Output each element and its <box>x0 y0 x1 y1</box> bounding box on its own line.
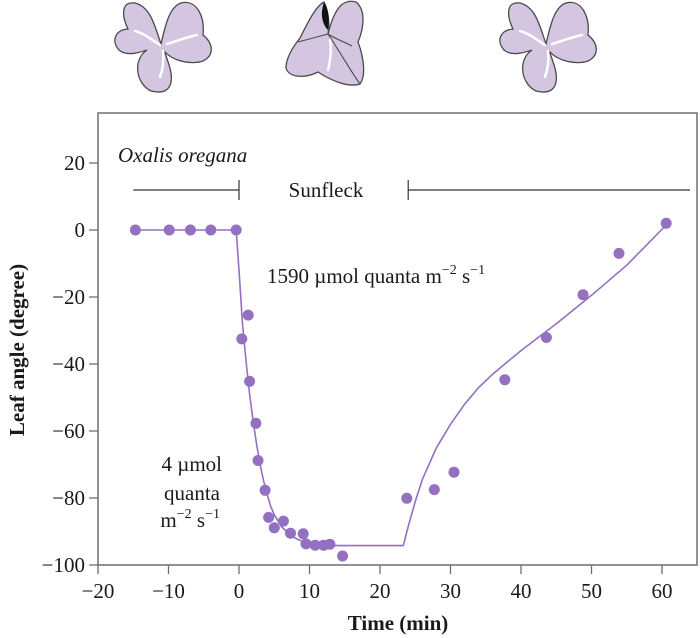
x-tick-label: −10 <box>152 579 185 603</box>
data-point <box>401 492 413 504</box>
y-tick-label: −20 <box>52 285 85 309</box>
y-tick-label: 0 <box>75 218 86 242</box>
data-point <box>324 538 336 550</box>
data-point <box>129 224 141 236</box>
high-light-unit2: s <box>457 264 470 288</box>
data-point <box>309 539 321 551</box>
low-light-line1: 4 µmol <box>161 452 222 476</box>
high-light-exp1: −2 <box>442 263 457 278</box>
data-point <box>263 511 275 523</box>
folded-leaf-icon-during <box>285 0 365 86</box>
data-point <box>540 332 552 343</box>
y-tick-label: −80 <box>52 486 85 510</box>
sunfleck-label: Sunfleck <box>289 178 364 202</box>
data-point <box>613 247 625 259</box>
x-tick-label: 30 <box>440 579 461 603</box>
species-label: Oxalis oregana <box>118 143 247 167</box>
data-point <box>297 528 309 540</box>
y-tick-label: −60 <box>52 419 85 443</box>
low-light-unit1: m <box>160 508 176 532</box>
data-point <box>244 375 256 387</box>
y-tick-label: −40 <box>52 352 85 376</box>
x-tick-label: 0 <box>234 579 245 603</box>
low-light-exp2: −1 <box>205 507 220 522</box>
open-leaf-icon-after <box>499 1 597 93</box>
data-point <box>337 550 349 562</box>
x-tick-label: −20 <box>82 579 115 603</box>
data-point <box>205 224 217 236</box>
data-point <box>577 289 589 301</box>
sunfleck-period-bars <box>133 180 690 200</box>
data-point <box>236 333 248 345</box>
low-light-line3: m−2 s−1 <box>160 507 220 532</box>
y-axis-ticks: 20 0 −20 −40 −60 −80 −100 <box>42 151 98 577</box>
low-light-exp1: −2 <box>177 507 192 522</box>
x-tick-label: 40 <box>511 579 532 603</box>
data-point <box>285 527 296 539</box>
data-point <box>259 484 271 496</box>
x-axis-title: Time (min) <box>348 611 449 635</box>
y-tick-label: −100 <box>42 553 85 577</box>
plot-frame <box>97 112 698 566</box>
high-light-annotation: 1590 µmol quanta m−2 s−1 <box>267 263 485 288</box>
low-light-unit2: s <box>192 508 205 532</box>
low-light-annotation: 4 µmol quanta m−2 s−1 <box>160 452 222 532</box>
data-point <box>660 217 672 229</box>
data-point <box>163 224 175 236</box>
data-points-group <box>129 217 672 562</box>
x-tick-label: 50 <box>581 579 602 603</box>
low-light-line2: quanta <box>164 481 221 505</box>
x-axis-ticks: −20 −10 0 10 20 30 40 50 60 <box>82 565 673 603</box>
high-light-value: 1590 µmol quanta m <box>267 264 442 288</box>
data-point <box>250 417 262 429</box>
data-point <box>184 224 196 236</box>
data-point <box>499 374 511 386</box>
x-tick-label: 20 <box>370 579 391 603</box>
x-tick-label: 60 <box>652 579 673 603</box>
open-leaf-icon-before <box>114 1 212 93</box>
data-point <box>300 538 312 550</box>
x-tick-label: 10 <box>299 579 320 603</box>
data-point <box>428 484 440 496</box>
data-point <box>268 522 280 534</box>
data-point <box>252 455 264 466</box>
data-point <box>230 224 242 236</box>
y-tick-label: 20 <box>64 151 85 175</box>
leaf-illustrations <box>114 0 597 93</box>
data-point <box>448 466 460 478</box>
high-light-exp2: −1 <box>470 263 485 278</box>
data-point <box>277 515 289 527</box>
data-point <box>242 309 254 321</box>
y-axis-title: Leaf angle (degree) <box>5 264 29 436</box>
